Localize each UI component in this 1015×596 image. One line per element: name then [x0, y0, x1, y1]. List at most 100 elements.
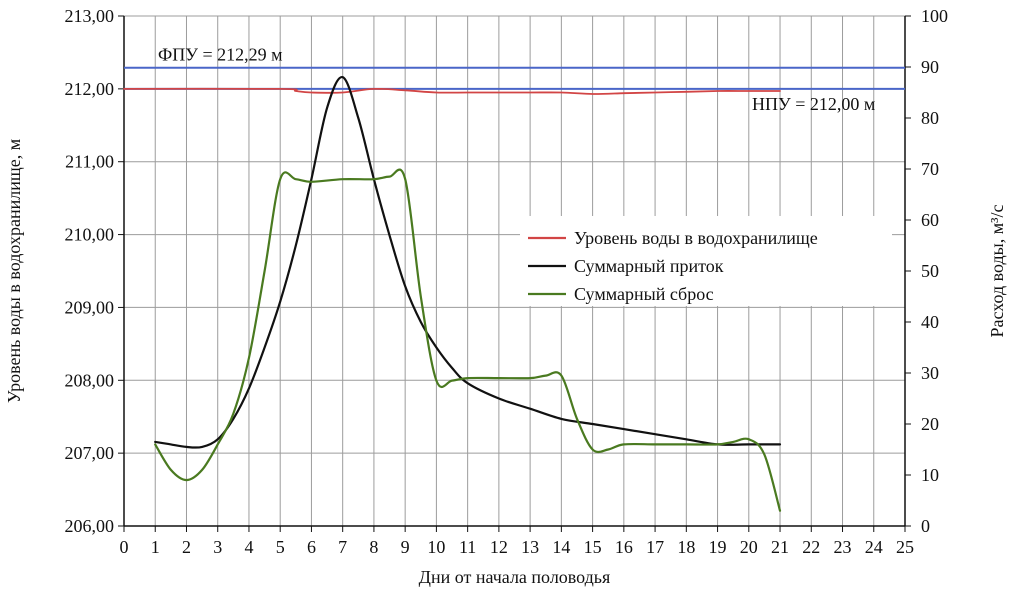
data-point: [748, 444, 750, 446]
y-left-tick-label: 211,00: [65, 152, 114, 172]
data-point: [451, 380, 453, 382]
data-point: [436, 92, 438, 94]
data-point: [779, 90, 781, 92]
y-axis-right-title: Расход воды, м³/с: [987, 204, 1007, 337]
data-point: [358, 117, 360, 119]
data-point: [279, 301, 281, 303]
data-point: [264, 347, 266, 349]
data-point: [561, 418, 563, 420]
data-point: [420, 296, 422, 298]
data-point: [311, 178, 313, 180]
series-line-0: [123, 87, 781, 95]
data-point: [389, 176, 391, 178]
data-point: [623, 444, 625, 446]
y-left-tick-label: 210,00: [65, 225, 115, 245]
data-point: [233, 413, 235, 415]
data-point: [748, 439, 750, 441]
x-tick-label: 16: [615, 537, 633, 557]
series-line-2: [154, 168, 782, 512]
data-point: [529, 377, 531, 379]
data-point: [326, 107, 328, 109]
x-tick-label: 18: [677, 537, 695, 557]
x-tick-label: 12: [490, 537, 508, 557]
data-point: [779, 444, 781, 446]
data-point: [436, 347, 438, 349]
data-point: [717, 444, 719, 446]
data-point: [201, 446, 203, 448]
data-point: [561, 92, 563, 94]
x-tick-label: 11: [459, 537, 476, 557]
x-tick-label: 6: [307, 537, 316, 557]
data-point: [311, 92, 313, 94]
data-point: [342, 92, 344, 94]
series-line-1: [154, 76, 782, 449]
data-point: [279, 178, 281, 180]
y-right-tick-label: 30: [921, 363, 939, 383]
data-point: [404, 90, 406, 92]
y-left-tick-label: 207,00: [65, 443, 115, 463]
data-point: [498, 398, 500, 400]
data-point: [154, 441, 156, 443]
x-tick-label: 5: [276, 537, 285, 557]
x-tick-label: 9: [401, 537, 410, 557]
y-left-tick-label: 212,00: [65, 79, 115, 99]
data-point: [576, 418, 578, 420]
data-point: [529, 92, 531, 94]
x-tick-label: 3: [213, 537, 222, 557]
data-point: [654, 433, 656, 435]
data-point: [154, 444, 156, 446]
x-tick-label: 25: [896, 537, 914, 557]
data-point: [545, 375, 547, 377]
y-right-tick-label: 40: [921, 312, 939, 332]
data-point: [342, 76, 344, 78]
data-point: [498, 377, 500, 379]
data-point: [686, 444, 688, 446]
data-point: [592, 423, 594, 425]
y-right-tick-label: 100: [921, 6, 948, 26]
x-tick-label: 2: [182, 537, 191, 557]
data-point: [623, 92, 625, 94]
data-point: [686, 91, 688, 93]
x-tick-label: 10: [427, 537, 445, 557]
data-point: [592, 449, 594, 451]
x-tick-label: 15: [584, 537, 602, 557]
data-point: [748, 90, 750, 92]
data-point: [373, 88, 375, 90]
data-point: [295, 178, 297, 180]
data-point: [467, 92, 469, 94]
reference-line-label: НПУ = 212,00 м: [752, 94, 875, 114]
x-tick-label: 8: [369, 537, 378, 557]
data-point: [467, 377, 469, 379]
data-point: [233, 418, 235, 420]
y-right-tick-label: 80: [921, 108, 939, 128]
data-point: [592, 93, 594, 95]
data-point: [123, 88, 125, 90]
data-point: [264, 270, 266, 272]
x-tick-label: 17: [646, 537, 664, 557]
y-left-tick-label: 213,00: [65, 6, 115, 26]
data-point: [420, 321, 422, 323]
data-point: [467, 382, 469, 384]
x-tick-label: 1: [151, 537, 160, 557]
data-point: [561, 375, 563, 377]
data-point: [170, 469, 172, 471]
data-point: [764, 454, 766, 456]
x-tick-label: 21: [771, 537, 789, 557]
data-point: [436, 380, 438, 382]
x-tick-label: 0: [120, 537, 129, 557]
legend-box: [520, 216, 892, 306]
data-point: [248, 388, 250, 390]
data-point: [686, 439, 688, 441]
data-point: [389, 235, 391, 237]
y-left-tick-label: 209,00: [65, 297, 115, 317]
legend-label: Суммарный приток: [574, 256, 724, 276]
y-right-tick-label: 70: [921, 159, 939, 179]
legend-label: Уровень воды в водохранилище: [574, 228, 818, 248]
data-point: [654, 92, 656, 94]
y-axis-left-title: Уровень воды в водохранилище, м: [4, 139, 24, 403]
data-point: [186, 446, 188, 448]
x-tick-label: 23: [834, 537, 852, 557]
data-point: [279, 88, 281, 90]
y-right-tick-label: 20: [921, 414, 939, 434]
